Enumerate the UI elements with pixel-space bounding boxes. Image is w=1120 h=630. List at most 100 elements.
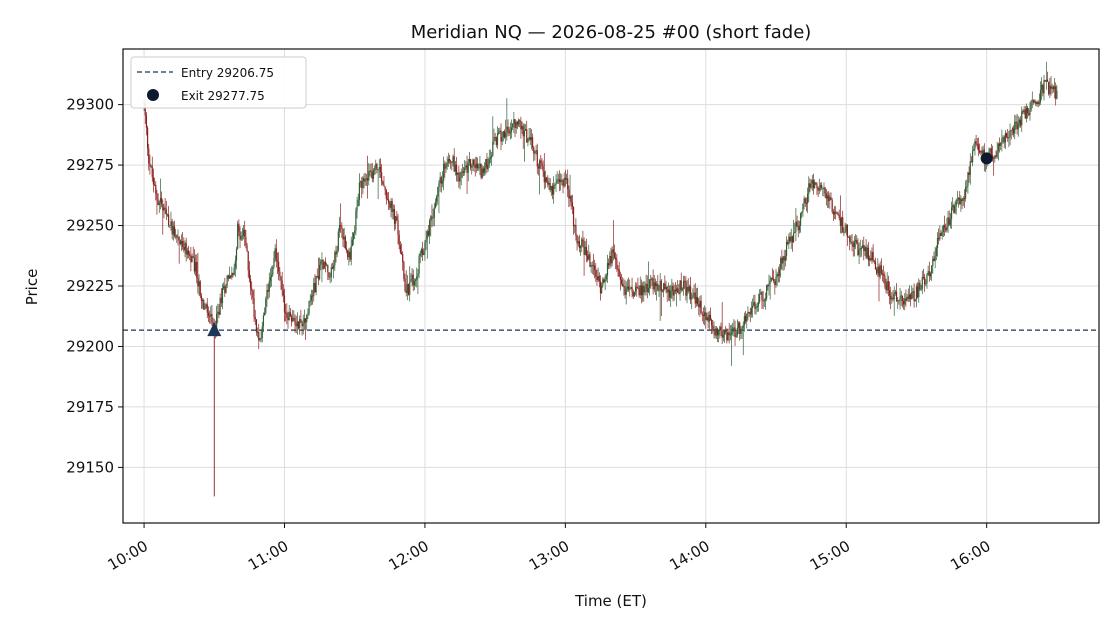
candle-body [366, 178, 369, 181]
candle-body [1030, 101, 1032, 110]
candle-body [666, 286, 668, 293]
candle-body [641, 285, 644, 296]
candle-body [759, 294, 761, 302]
candle-body [707, 317, 709, 322]
candle-body [567, 178, 569, 190]
candle-body [377, 169, 379, 171]
candle-body [1003, 137, 1005, 143]
candle-body [152, 177, 155, 185]
candle-body [256, 332, 259, 334]
candle-body [665, 286, 667, 290]
candle-body [335, 252, 337, 255]
candle-body [539, 160, 541, 169]
candle-body [149, 163, 151, 167]
candle-body [488, 158, 490, 165]
candle-body [821, 185, 823, 189]
candle-body [445, 166, 447, 169]
candle-body [677, 288, 679, 293]
candle-body [888, 290, 891, 296]
candle-body [1005, 133, 1008, 138]
candle-body [736, 327, 738, 336]
candle-body [632, 291, 634, 297]
candle-body [589, 254, 591, 267]
candle-body [646, 283, 648, 292]
candle-body [563, 177, 565, 187]
candle-body [645, 283, 647, 288]
candle-body [479, 163, 481, 168]
x-tick-label: 10:00 [105, 537, 151, 574]
candle-body [870, 258, 872, 261]
candle-body [519, 120, 521, 122]
candle-body [382, 181, 384, 185]
candle-body [816, 183, 818, 188]
candle-body [248, 270, 250, 279]
candle-body [761, 292, 763, 300]
candle-body [611, 249, 613, 264]
candle-body [1038, 102, 1040, 105]
candle-body [506, 126, 508, 134]
candle-body [634, 286, 637, 292]
candle-body [713, 329, 715, 331]
candle-body [946, 226, 948, 231]
candle-body [413, 280, 415, 286]
candle-body [791, 236, 793, 243]
candle-body [192, 256, 194, 258]
candle-body [191, 256, 193, 263]
candle-body [426, 231, 428, 240]
candle-body [919, 282, 921, 289]
candle-body [238, 223, 240, 232]
candle-body [240, 236, 242, 240]
candle-body [189, 254, 191, 256]
candle-body [913, 291, 915, 302]
candle-body [235, 248, 238, 261]
candle-body [746, 313, 748, 322]
candle-body [569, 195, 571, 199]
candle-body [402, 254, 404, 262]
candle-body [354, 230, 356, 234]
candle-body [228, 275, 231, 279]
candle-body [544, 177, 547, 183]
candle-body [381, 172, 383, 182]
candle-body [258, 332, 260, 341]
candle-body [223, 286, 225, 288]
candle-body [396, 216, 398, 221]
candle-body [663, 283, 665, 292]
candle-body [1010, 130, 1012, 132]
candle-body [719, 326, 721, 331]
candle-body [574, 224, 576, 227]
candle-body [581, 239, 583, 247]
candle-body [251, 288, 253, 291]
candle-body [478, 167, 480, 169]
candle-body [555, 183, 557, 185]
candle-body [475, 163, 478, 168]
candle-body [350, 245, 352, 260]
candle-body [842, 217, 844, 233]
candle-body [1012, 128, 1015, 134]
candle-body [1035, 101, 1037, 104]
candle-body [844, 231, 846, 233]
candle-body [650, 279, 652, 281]
candle-body [899, 296, 901, 301]
candle-body [253, 298, 255, 317]
candle-body [694, 292, 696, 304]
candle-body [452, 156, 454, 163]
candle-body [492, 141, 494, 156]
candle-body [274, 248, 276, 258]
candle-body [817, 187, 819, 191]
candle-body [853, 241, 856, 247]
candle-body [476, 163, 479, 169]
candle-body [1031, 100, 1033, 102]
candle-body [343, 236, 345, 240]
candle-body [797, 226, 799, 231]
candle-body [814, 182, 816, 189]
exit-marker [980, 152, 993, 165]
candle-body [991, 154, 994, 158]
candle-body [764, 298, 767, 301]
candle-body [649, 279, 651, 288]
candle-body [534, 151, 536, 154]
candle-body [582, 239, 584, 242]
candle-body [293, 317, 295, 319]
candle-body [734, 327, 736, 337]
candle-body [832, 211, 834, 215]
candle-body [622, 283, 624, 287]
